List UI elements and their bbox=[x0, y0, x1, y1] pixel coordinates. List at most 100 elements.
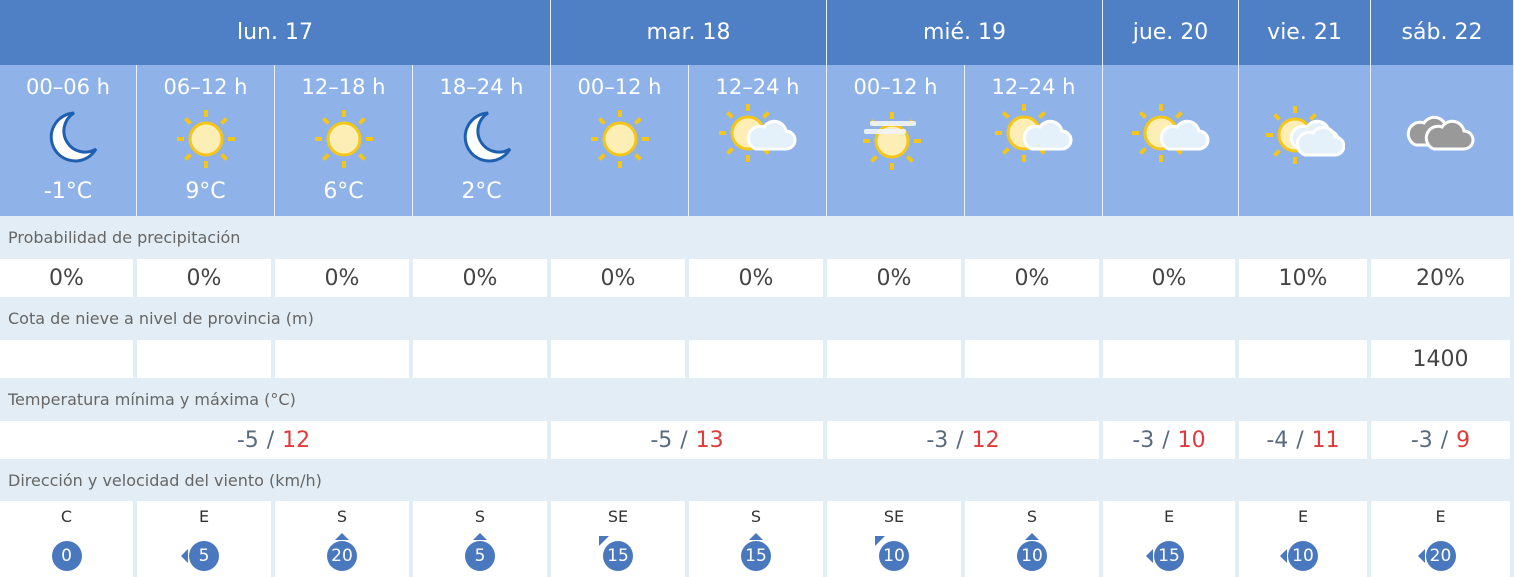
arrow-up-left-icon bbox=[599, 536, 609, 546]
weather-sun-clouds-icon bbox=[1265, 101, 1345, 177]
period-temperature: 6°C bbox=[323, 179, 364, 204]
wind-speed-badge: 20 bbox=[327, 541, 357, 571]
temp-separator: / bbox=[1296, 427, 1304, 453]
precip-cell: 0% bbox=[0, 259, 133, 297]
temp-separator: / bbox=[266, 427, 275, 453]
weather-sun-cloud-icon bbox=[1131, 101, 1211, 177]
temp-max: 12 bbox=[971, 427, 1000, 453]
temp-min-max-cell: -3 / 10 bbox=[1103, 421, 1235, 459]
wind-direction: S bbox=[474, 507, 486, 526]
temp-min-max-cell: -4 / 11 bbox=[1239, 421, 1367, 459]
period-temperature: 9°C bbox=[185, 179, 226, 204]
weather-moon-icon bbox=[442, 101, 522, 177]
snow-cell bbox=[689, 340, 823, 378]
snow-cell bbox=[413, 340, 547, 378]
temp-separator: / bbox=[1440, 427, 1449, 453]
precip-cell: 0% bbox=[137, 259, 271, 297]
precip-cell: 0% bbox=[689, 259, 823, 297]
day-header: mié. 19 bbox=[827, 0, 1103, 65]
precip-cell: 0% bbox=[275, 259, 409, 297]
period-column: 12–24 h bbox=[965, 65, 1103, 216]
temp-min-max-cell: -5 / 12 bbox=[0, 421, 547, 459]
period-label: 12–24 h bbox=[715, 75, 800, 99]
temp-min-max-cell: -3 / 9 bbox=[1371, 421, 1510, 459]
snow-cell: 1400 bbox=[1371, 340, 1510, 378]
wind-direction: E bbox=[1163, 507, 1175, 526]
period-label: 00–06 h bbox=[26, 75, 110, 99]
period-column bbox=[1371, 65, 1514, 216]
wind-direction: E bbox=[198, 507, 210, 526]
arrow-up-icon bbox=[1025, 533, 1039, 540]
period-label: 00–12 h bbox=[577, 75, 662, 99]
wind-cell: E 20 bbox=[1371, 501, 1510, 577]
wind-direction: E bbox=[1297, 507, 1309, 526]
temp-max: 10 bbox=[1177, 427, 1206, 453]
arrow-left-icon bbox=[1146, 549, 1153, 563]
weather-moon-icon bbox=[28, 101, 108, 177]
precip-cell: 20% bbox=[1371, 259, 1510, 297]
period-label: 12–18 h bbox=[301, 75, 386, 99]
wind-cell: S 10 bbox=[965, 501, 1099, 577]
wind-speed-badge: 15 bbox=[741, 541, 771, 571]
period-column bbox=[1103, 65, 1239, 216]
temp-separator: / bbox=[956, 427, 964, 453]
period-column: 06–12 h 9°C bbox=[137, 65, 275, 216]
wind-cell: E 10 bbox=[1239, 501, 1367, 577]
temp-min: -3 bbox=[1410, 427, 1433, 453]
wind-cell: E 15 bbox=[1103, 501, 1235, 577]
day-header: vie. 21 bbox=[1239, 0, 1371, 65]
weather-sun-cloud-icon bbox=[994, 101, 1074, 177]
weather-sun-icon bbox=[304, 101, 384, 177]
arrow-up-left-icon bbox=[875, 536, 885, 546]
precip-cell: 0% bbox=[827, 259, 961, 297]
snow-cell bbox=[275, 340, 409, 378]
period-temperature: -1°C bbox=[43, 179, 93, 204]
day-header: jue. 20 bbox=[1103, 0, 1239, 65]
period-label: 18–24 h bbox=[439, 75, 524, 99]
temp-min: -3 bbox=[926, 427, 949, 453]
wind-speed-badge: 10 bbox=[1017, 541, 1047, 571]
period-label: 00–12 h bbox=[853, 75, 938, 99]
period-column: 00–12 h bbox=[827, 65, 965, 216]
snow-cell bbox=[0, 340, 133, 378]
period-temperature: 2°C bbox=[461, 179, 502, 204]
temp-min: -4 bbox=[1266, 427, 1289, 453]
wind-speed-badge: 15 bbox=[603, 541, 633, 571]
wind-cell: SE 15 bbox=[551, 501, 685, 577]
period-column: 00–12 h bbox=[551, 65, 689, 216]
period-column: 18–24 h 2°C bbox=[413, 65, 551, 216]
period-column: 12–18 h 6°C bbox=[275, 65, 413, 216]
period-column: 12–24 h bbox=[689, 65, 827, 216]
wind-direction: S bbox=[750, 507, 762, 526]
wind-direction: S bbox=[336, 507, 348, 526]
temp-max: 12 bbox=[282, 427, 311, 453]
wind-row-label: Dirección y velocidad del viento (km/h) bbox=[0, 460, 1514, 500]
weather-sun-cloud-icon bbox=[718, 101, 798, 177]
arrow-left-icon bbox=[1280, 549, 1287, 563]
wind-speed-badge: 20 bbox=[1425, 541, 1456, 571]
period-column bbox=[1239, 65, 1371, 216]
weather-sun-fog-icon bbox=[856, 101, 936, 177]
wind-direction: S bbox=[1026, 507, 1038, 526]
arrow-up-icon bbox=[335, 533, 349, 540]
snow-row-label: Cota de nieve a nivel de provincia (m) bbox=[0, 298, 1514, 339]
temp-separator: / bbox=[680, 427, 688, 453]
wind-speed-badge: 0 bbox=[51, 541, 82, 571]
snow-cell bbox=[827, 340, 961, 378]
wind-speed-badge: 10 bbox=[879, 541, 909, 571]
snow-cell bbox=[965, 340, 1099, 378]
day-header: lun. 17 bbox=[0, 0, 551, 65]
wind-speed-badge: 5 bbox=[189, 541, 219, 571]
day-header: sáb. 22 bbox=[1371, 0, 1514, 65]
temp-min: -3 bbox=[1132, 427, 1155, 453]
weather-sun-icon bbox=[580, 101, 660, 177]
day-header: mar. 18 bbox=[551, 0, 827, 65]
precip-cell: 0% bbox=[965, 259, 1099, 297]
temp-min: -5 bbox=[236, 427, 259, 453]
wind-direction: SE bbox=[883, 507, 905, 526]
temp-max: 13 bbox=[695, 427, 724, 453]
weather-sun-icon bbox=[166, 101, 246, 177]
snow-cell bbox=[551, 340, 685, 378]
